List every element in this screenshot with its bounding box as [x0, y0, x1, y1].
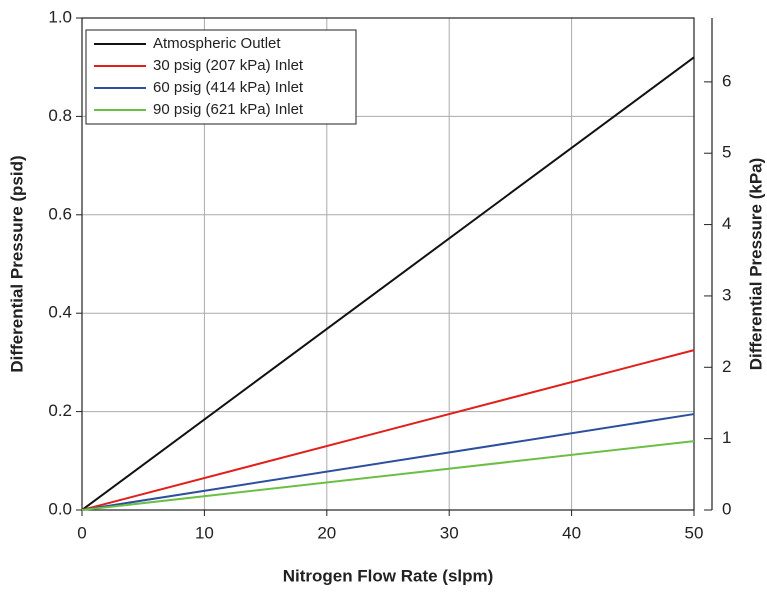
y2-tick-label: 4	[722, 214, 731, 233]
y-tick-label: 0.4	[48, 303, 72, 322]
legend-label: 30 psig (207 kPa) Inlet	[153, 57, 304, 74]
y-tick-label: 0.8	[48, 106, 72, 125]
series-line	[81, 56, 695, 511]
x-tick-label: 20	[317, 523, 336, 542]
x-tick-label: 0	[77, 523, 86, 542]
y-tick-label: 0.6	[48, 204, 72, 223]
legend-label: Atmospheric Outlet	[153, 35, 281, 52]
y2-tick-label: 5	[722, 143, 731, 162]
series-line	[81, 413, 695, 511]
legend-box	[85, 29, 357, 125]
x-tick-label: 50	[685, 523, 704, 542]
y2-axis-label: Differential Pressure (kPa)	[746, 158, 765, 371]
y-tick-label: 1.0	[48, 7, 72, 26]
y2-tick-label: 2	[722, 357, 731, 376]
y2-tick-label: 1	[722, 428, 731, 447]
y-tick-label: 0.2	[48, 401, 72, 420]
x-tick-label: 30	[440, 523, 459, 542]
y2-tick-label: 3	[722, 285, 731, 304]
x-axis-label: Nitrogen Flow Rate (slpm)	[283, 566, 494, 585]
plot-frame	[81, 17, 695, 511]
y-tick-label: 0.0	[48, 499, 72, 518]
series-line	[81, 349, 695, 511]
legend-label: 90 psig (621 kPa) Inlet	[153, 101, 304, 118]
y2-tick-label: 0	[722, 499, 731, 518]
x-tick-label: 10	[195, 523, 214, 542]
y2-tick-label: 6	[722, 71, 731, 90]
y-axis-label: Differential Pressure (psid)	[7, 155, 26, 372]
legend-label: 60 psig (414 kPa) Inlet	[153, 79, 304, 96]
series-line	[81, 440, 695, 511]
x-tick-label: 40	[562, 523, 581, 542]
